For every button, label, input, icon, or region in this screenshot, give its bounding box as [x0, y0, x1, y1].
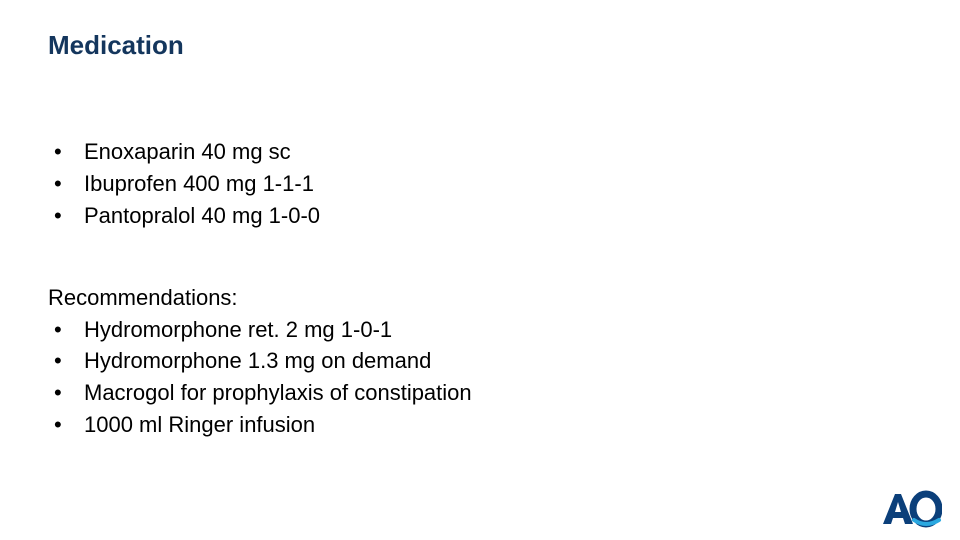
list-item: Macrogol for prophylaxis of constipation	[48, 377, 912, 409]
recommendations-label: Recommendations:	[48, 282, 912, 314]
list-item: Enoxaparin 40 mg sc	[48, 136, 912, 168]
ao-logo	[880, 490, 942, 528]
slide-title: Medication	[48, 30, 912, 61]
list-item: Pantopralol 40 mg 1-0-0	[48, 200, 912, 232]
medication-list: Enoxaparin 40 mg sc Ibuprofen 400 mg 1-1…	[48, 136, 912, 232]
list-item: 1000 ml Ringer infusion	[48, 409, 912, 441]
slide: Medication Enoxaparin 40 mg sc Ibuprofen…	[0, 0, 960, 540]
list-item: Ibuprofen 400 mg 1-1-1	[48, 168, 912, 200]
body: Enoxaparin 40 mg sc Ibuprofen 400 mg 1-1…	[48, 136, 912, 441]
list-item: Hydromorphone 1.3 mg on demand	[48, 345, 912, 377]
recommendations-list: Hydromorphone ret. 2 mg 1-0-1 Hydromorph…	[48, 314, 912, 442]
list-item: Hydromorphone ret. 2 mg 1-0-1	[48, 314, 912, 346]
